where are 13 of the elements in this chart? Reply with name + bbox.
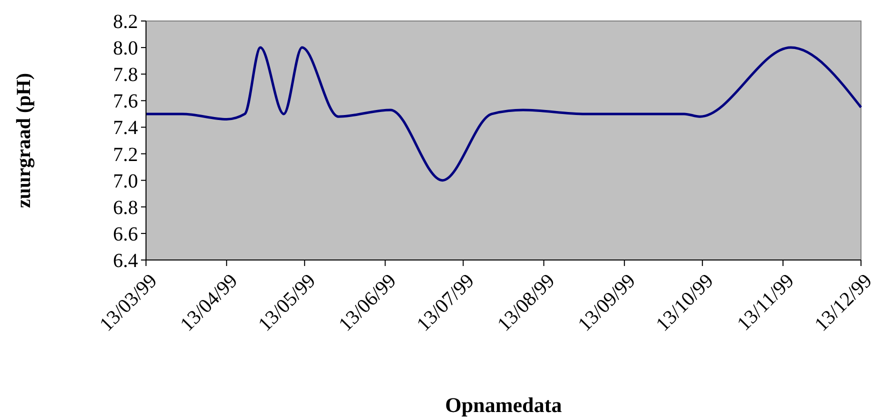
y-tick-label: 7.2 bbox=[113, 144, 138, 166]
y-tick-label: 6.8 bbox=[113, 196, 138, 219]
y-tick-label: 7.8 bbox=[113, 64, 138, 86]
y-tick-label: 6.4 bbox=[113, 250, 138, 272]
y-tick-label: 8.0 bbox=[113, 38, 138, 60]
y-tick-label: 7.0 bbox=[113, 170, 138, 192]
y-tick-label: 7.6 bbox=[113, 90, 138, 113]
line-series bbox=[144, 46, 862, 182]
y-axis-title: zuurgraad (pH) bbox=[13, 73, 35, 208]
x-axis-title: Opnamedata bbox=[445, 393, 562, 417]
y-tick-label: 7.4 bbox=[113, 117, 138, 140]
y-tick-label: 6.6 bbox=[113, 223, 138, 246]
y-tick-label: 8.2 bbox=[113, 11, 138, 33]
